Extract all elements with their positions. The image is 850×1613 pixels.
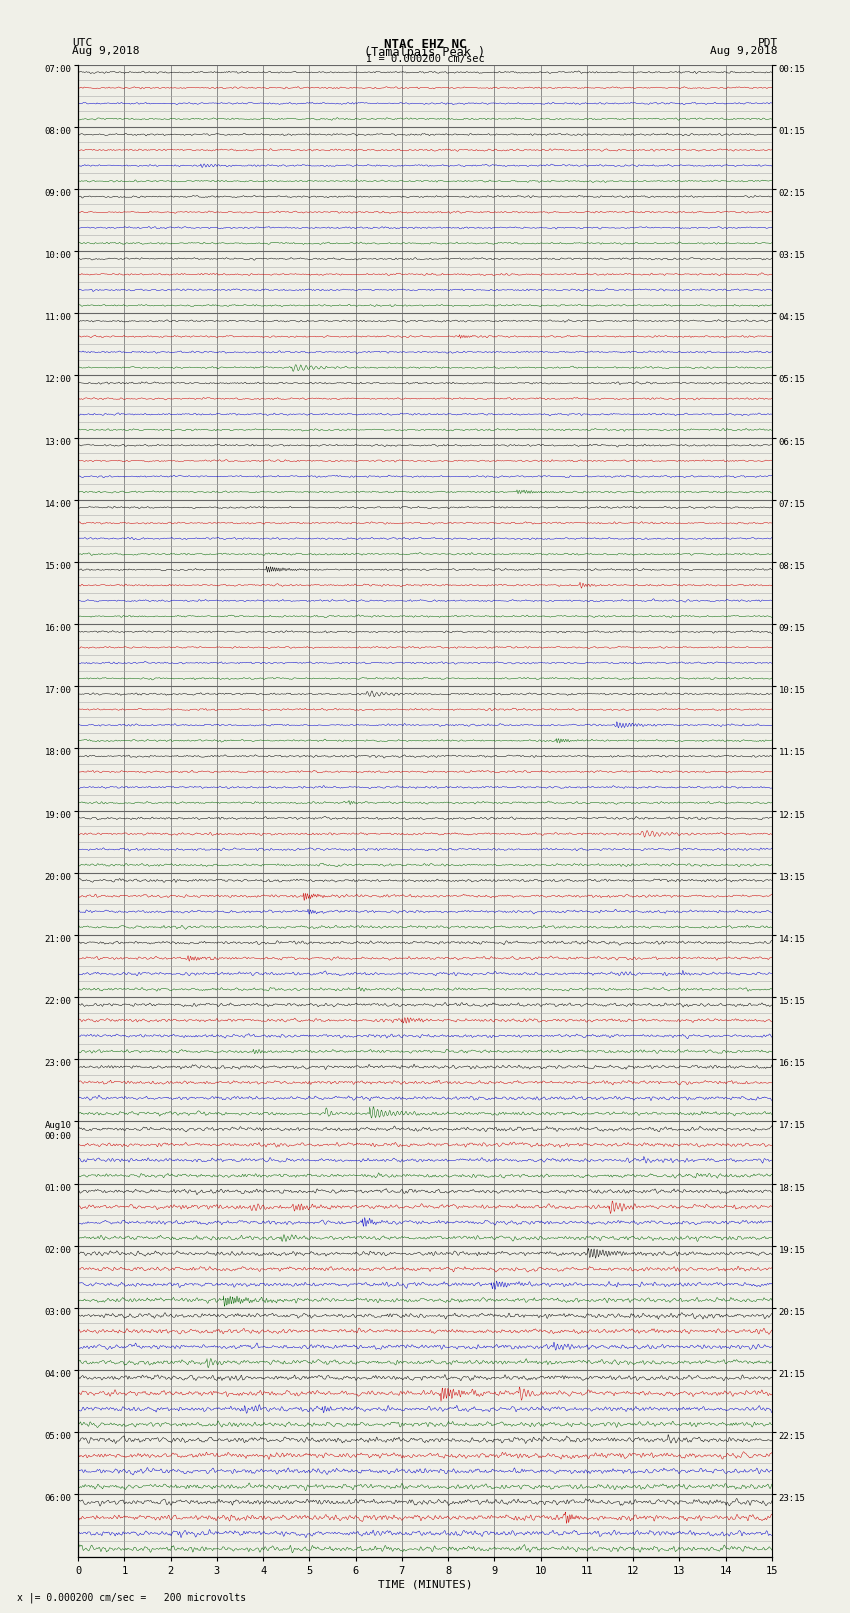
Text: x |= 0.000200 cm/sec =   200 microvolts: x |= 0.000200 cm/sec = 200 microvolts bbox=[17, 1592, 246, 1603]
X-axis label: TIME (MINUTES): TIME (MINUTES) bbox=[377, 1579, 473, 1590]
Text: Aug 9,2018: Aug 9,2018 bbox=[711, 45, 778, 56]
Text: PDT: PDT bbox=[757, 37, 778, 48]
Text: NTAC EHZ NC: NTAC EHZ NC bbox=[383, 37, 467, 52]
Text: I = 0.000200 cm/sec: I = 0.000200 cm/sec bbox=[366, 53, 484, 65]
Text: UTC: UTC bbox=[72, 37, 93, 48]
Text: Aug 9,2018: Aug 9,2018 bbox=[72, 45, 139, 56]
Text: (Tamalpais Peak ): (Tamalpais Peak ) bbox=[365, 45, 485, 60]
